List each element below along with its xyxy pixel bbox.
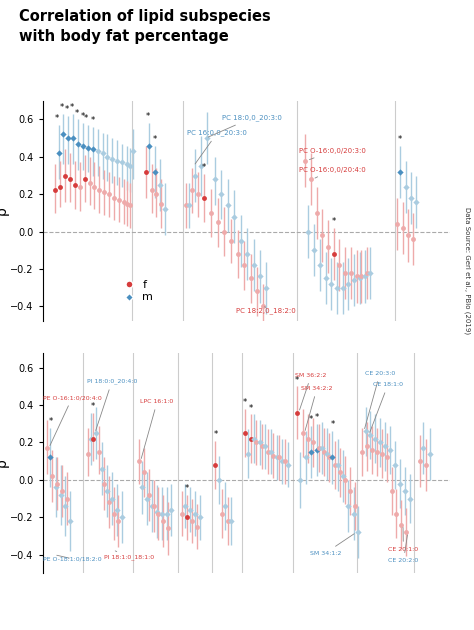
Text: *: *	[48, 416, 53, 426]
Text: *: *	[295, 375, 299, 384]
Text: *: *	[243, 398, 247, 407]
Text: *: *	[153, 135, 157, 144]
Text: PC: PC	[237, 433, 252, 443]
Text: *: *	[398, 135, 402, 144]
Text: TAG: TAG	[82, 433, 105, 443]
Text: PE O-18:1:0/18:2:0: PE O-18:1:0/18:2:0	[43, 555, 101, 561]
Text: *: *	[332, 217, 336, 226]
Text: *: *	[84, 114, 89, 123]
Text: *: *	[91, 116, 95, 125]
Text: CE 20:1:0: CE 20:1:0	[388, 527, 419, 552]
Text: *: *	[314, 413, 319, 422]
Legend: f, m: f, m	[113, 276, 158, 307]
Text: *: *	[330, 420, 335, 430]
Text: *: *	[74, 108, 79, 118]
Y-axis label: ρ: ρ	[0, 459, 9, 467]
Text: PC O-: PC O-	[325, 433, 356, 443]
Text: PE: PE	[407, 433, 420, 443]
Text: *: *	[60, 103, 64, 112]
Text: LPC 16:1:0: LPC 16:1:0	[140, 399, 174, 459]
Text: *: *	[213, 430, 218, 438]
Y-axis label: ρ: ρ	[0, 207, 9, 215]
Text: PC O-16:0,0/20:4:0: PC O-16:0,0/20:4:0	[299, 167, 365, 178]
Text: CE 20:2:0: CE 20:2:0	[388, 535, 419, 563]
Text: *: *	[309, 415, 313, 424]
Text: CE 20:3:0: CE 20:3:0	[365, 371, 395, 428]
Text: PI 18:0:0_20:4:0: PI 18:0:0_20:4:0	[87, 379, 137, 430]
Text: *: *	[185, 484, 189, 493]
Text: *: *	[248, 404, 253, 413]
Text: *: *	[91, 402, 95, 411]
Text: PC 18:2,0_18:2:0: PC 18:2,0_18:2:0	[236, 306, 296, 314]
Text: *: *	[64, 105, 69, 114]
Text: Correlation of lipid subspecies
with body fat percentage: Correlation of lipid subspecies with bod…	[19, 9, 271, 43]
Text: *: *	[202, 163, 206, 172]
Text: CE 18:1:0: CE 18:1:0	[370, 382, 403, 432]
Text: DAG: DAG	[147, 433, 171, 443]
Text: PC 18:0,0_20:3:0: PC 18:0,0_20:3:0	[208, 115, 282, 137]
Text: SM 36:2:2: SM 36:2:2	[295, 373, 327, 410]
Text: SM 34:2:2: SM 34:2:2	[301, 386, 333, 430]
Text: *: *	[70, 103, 74, 112]
Text: PC 16:0,0_20:3:0: PC 16:0,0_20:3:0	[187, 129, 247, 164]
Text: *: *	[55, 114, 59, 123]
Text: Data Source: Gerl et al., PBio (2019): Data Source: Gerl et al., PBio (2019)	[464, 207, 471, 335]
Text: PE O-16:1:0/20:4:0: PE O-16:1:0/20:4:0	[43, 396, 101, 445]
Text: *: *	[81, 112, 85, 122]
Text: *: *	[146, 112, 150, 122]
Text: PI 18:1:0_18:1:0: PI 18:1:0_18:1:0	[104, 551, 154, 560]
Text: SM 34:1:2: SM 34:1:2	[310, 534, 354, 556]
Text: PC O-16:0,0/20:3:0: PC O-16:0,0/20:3:0	[299, 148, 365, 159]
